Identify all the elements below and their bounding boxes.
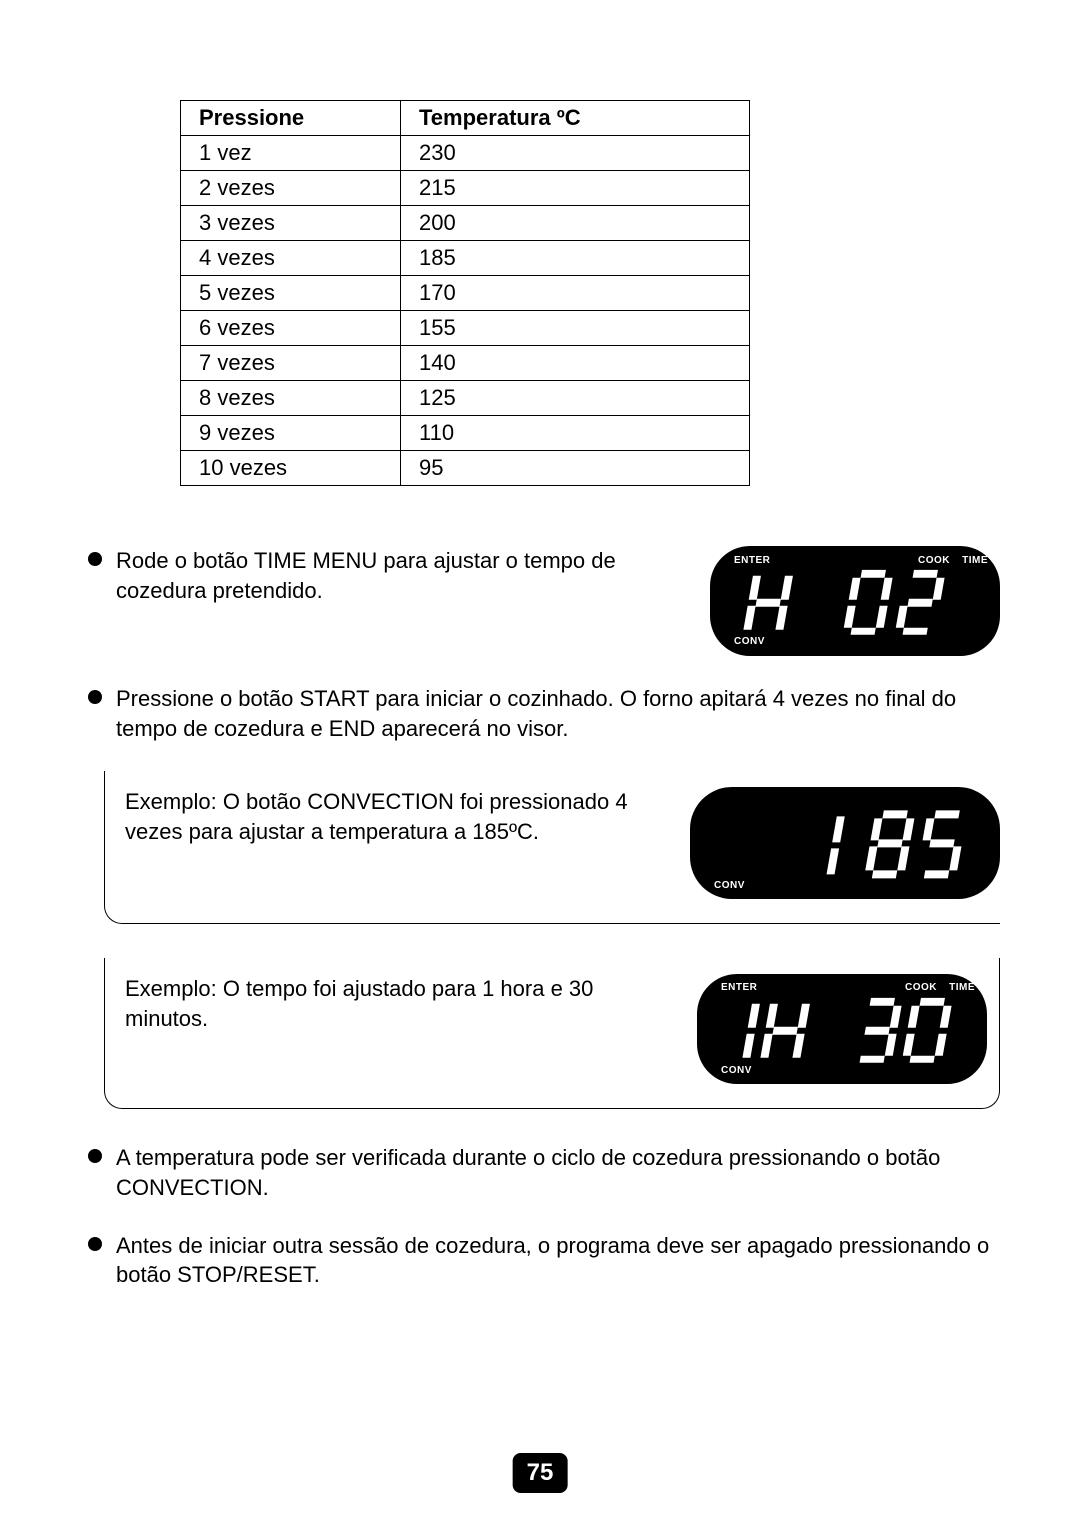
table-row: 8 vezes125 xyxy=(181,381,750,416)
temperature-table-wrap: Pressione Temperatura ºC 1 vez2302 vezes… xyxy=(180,100,1000,486)
display-label-conv: CONV xyxy=(734,635,765,649)
table-row: 10 vezes95 xyxy=(181,451,750,486)
cell-pressione: 4 vezes xyxy=(181,241,401,276)
cell-pressione: 3 vezes xyxy=(181,206,401,241)
cell-temperatura: 140 xyxy=(401,346,750,381)
seven-seg-1h30 xyxy=(717,998,967,1063)
table-row: 1 vez230 xyxy=(181,136,750,171)
instruction-list-2: A temperatura pode ser verificada durant… xyxy=(80,1143,1000,1290)
cell-pressione: 5 vezes xyxy=(181,276,401,311)
bullet-text: Antes de iniciar outra sessão de cozedur… xyxy=(116,1233,989,1288)
cell-temperatura: 95 xyxy=(401,451,750,486)
cell-temperatura: 110 xyxy=(401,416,750,451)
cell-temperatura: 125 xyxy=(401,381,750,416)
bullet-check-temp: A temperatura pode ser verificada durant… xyxy=(80,1143,1000,1202)
table-row: 4 vezes185 xyxy=(181,241,750,276)
display-label-enter: ENTER xyxy=(721,982,757,993)
oven-display-h02: ENTER COOK TIME CONV xyxy=(710,546,1000,656)
example-text: Exemplo: O tempo foi ajustado para 1 hor… xyxy=(125,974,667,1033)
table-row: 5 vezes170 xyxy=(181,276,750,311)
display-label-cook: COOK xyxy=(918,554,950,568)
bullet-time-menu: Rode o botão TIME MENU para ajustar o te… xyxy=(80,546,1000,656)
cell-pressione: 9 vezes xyxy=(181,416,401,451)
oven-display-1h30: ENTER COOK TIME CONV xyxy=(697,974,987,1084)
table-row: 6 vezes155 xyxy=(181,311,750,346)
cell-temperatura: 170 xyxy=(401,276,750,311)
page-number: 75 xyxy=(513,1453,568,1493)
cell-temperatura: 230 xyxy=(401,136,750,171)
cell-temperatura: 200 xyxy=(401,206,750,241)
display-label-time: TIME xyxy=(962,554,988,568)
bullet-start: Pressione o botão START para iniciar o c… xyxy=(80,684,1000,743)
table-row: 7 vezes140 xyxy=(181,346,750,381)
cell-pressione: 6 vezes xyxy=(181,311,401,346)
display-label-conv: CONV xyxy=(721,1065,752,1076)
oven-display-185: CONV xyxy=(690,787,1000,899)
instruction-list: Rode o botão TIME MENU para ajustar o te… xyxy=(80,546,1000,743)
bullet-text: Pressione o botão START para iniciar o c… xyxy=(116,686,956,741)
display-label-conv: CONV xyxy=(714,880,745,891)
example-text: Exemplo: O botão CONVECTION foi pression… xyxy=(125,787,660,846)
display-label-cook: COOK xyxy=(905,982,937,993)
display-label-time: TIME xyxy=(949,982,975,993)
cell-temperatura: 155 xyxy=(401,311,750,346)
table-header-row: Pressione Temperatura ºC xyxy=(181,101,750,136)
table-row: 2 vezes215 xyxy=(181,171,750,206)
seven-seg-h02 xyxy=(740,570,970,635)
cell-pressione: 8 vezes xyxy=(181,381,401,416)
cell-pressione: 2 vezes xyxy=(181,171,401,206)
cell-pressione: 7 vezes xyxy=(181,346,401,381)
example-box-1h30: Exemplo: O tempo foi ajustado para 1 hor… xyxy=(104,958,1000,1109)
cell-temperatura: 215 xyxy=(401,171,750,206)
cell-pressione: 10 vezes xyxy=(181,451,401,486)
temperature-table: Pressione Temperatura ºC 1 vez2302 vezes… xyxy=(180,100,750,486)
table-row: 3 vezes200 xyxy=(181,206,750,241)
bullet-text: A temperatura pode ser verificada durant… xyxy=(116,1145,940,1200)
bullet-stop-reset: Antes de iniciar outra sessão de cozedur… xyxy=(80,1231,1000,1290)
th-pressione: Pressione xyxy=(181,101,401,136)
cell-temperatura: 185 xyxy=(401,241,750,276)
cell-pressione: 1 vez xyxy=(181,136,401,171)
seven-seg-185 xyxy=(720,810,970,880)
display-label-enter: ENTER xyxy=(734,554,770,568)
th-temperatura: Temperatura ºC xyxy=(401,101,750,136)
table-row: 9 vezes110 xyxy=(181,416,750,451)
example-box-185c: Exemplo: O botão CONVECTION foi pression… xyxy=(104,771,1000,924)
bullet-text: Rode o botão TIME MENU para ajustar o te… xyxy=(116,546,670,605)
